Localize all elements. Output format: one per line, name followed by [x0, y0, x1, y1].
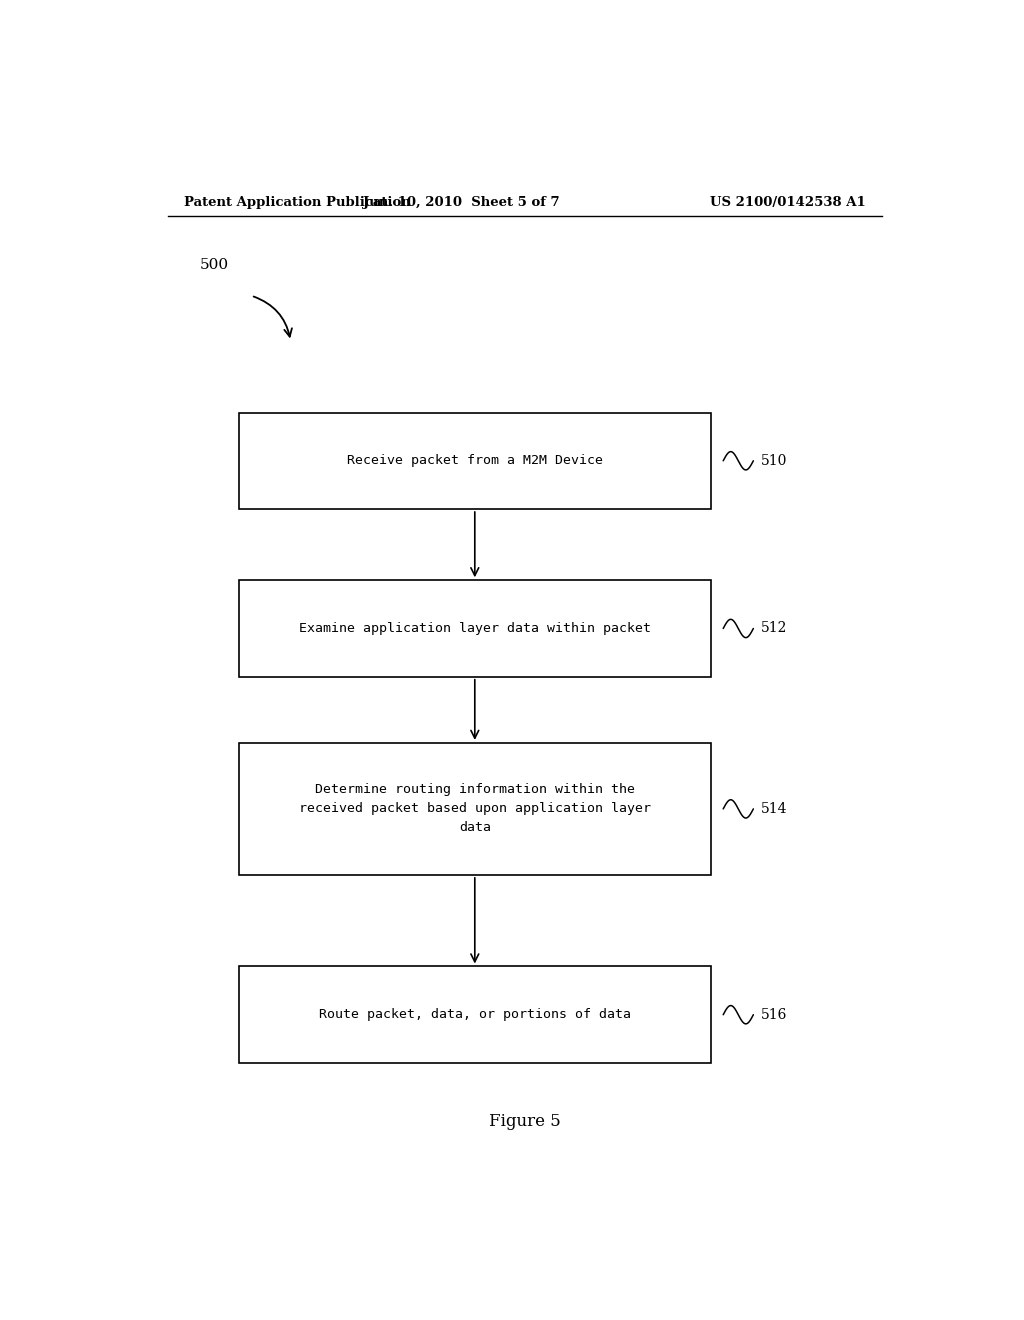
Text: 512: 512 [761, 622, 787, 635]
Text: 510: 510 [761, 454, 787, 467]
Text: Figure 5: Figure 5 [488, 1114, 561, 1130]
Text: Route packet, data, or portions of data: Route packet, data, or portions of data [319, 1008, 631, 1022]
Text: Receive packet from a M2M Device: Receive packet from a M2M Device [347, 454, 603, 467]
Text: Examine application layer data within packet: Examine application layer data within pa… [299, 622, 651, 635]
Text: Determine routing information within the
received packet based upon application : Determine routing information within the… [299, 783, 651, 834]
Text: Jun. 10, 2010  Sheet 5 of 7: Jun. 10, 2010 Sheet 5 of 7 [362, 195, 560, 209]
Bar [240, 966, 712, 1063]
Text: Patent Application Publication: Patent Application Publication [183, 195, 411, 209]
Text: 516: 516 [761, 1007, 787, 1022]
Bar [240, 581, 712, 677]
Text: 514: 514 [761, 801, 787, 816]
Bar [240, 412, 712, 510]
Text: US 2100/0142538 A1: US 2100/0142538 A1 [711, 195, 866, 209]
Text: 500: 500 [200, 259, 228, 272]
Bar [240, 743, 712, 875]
